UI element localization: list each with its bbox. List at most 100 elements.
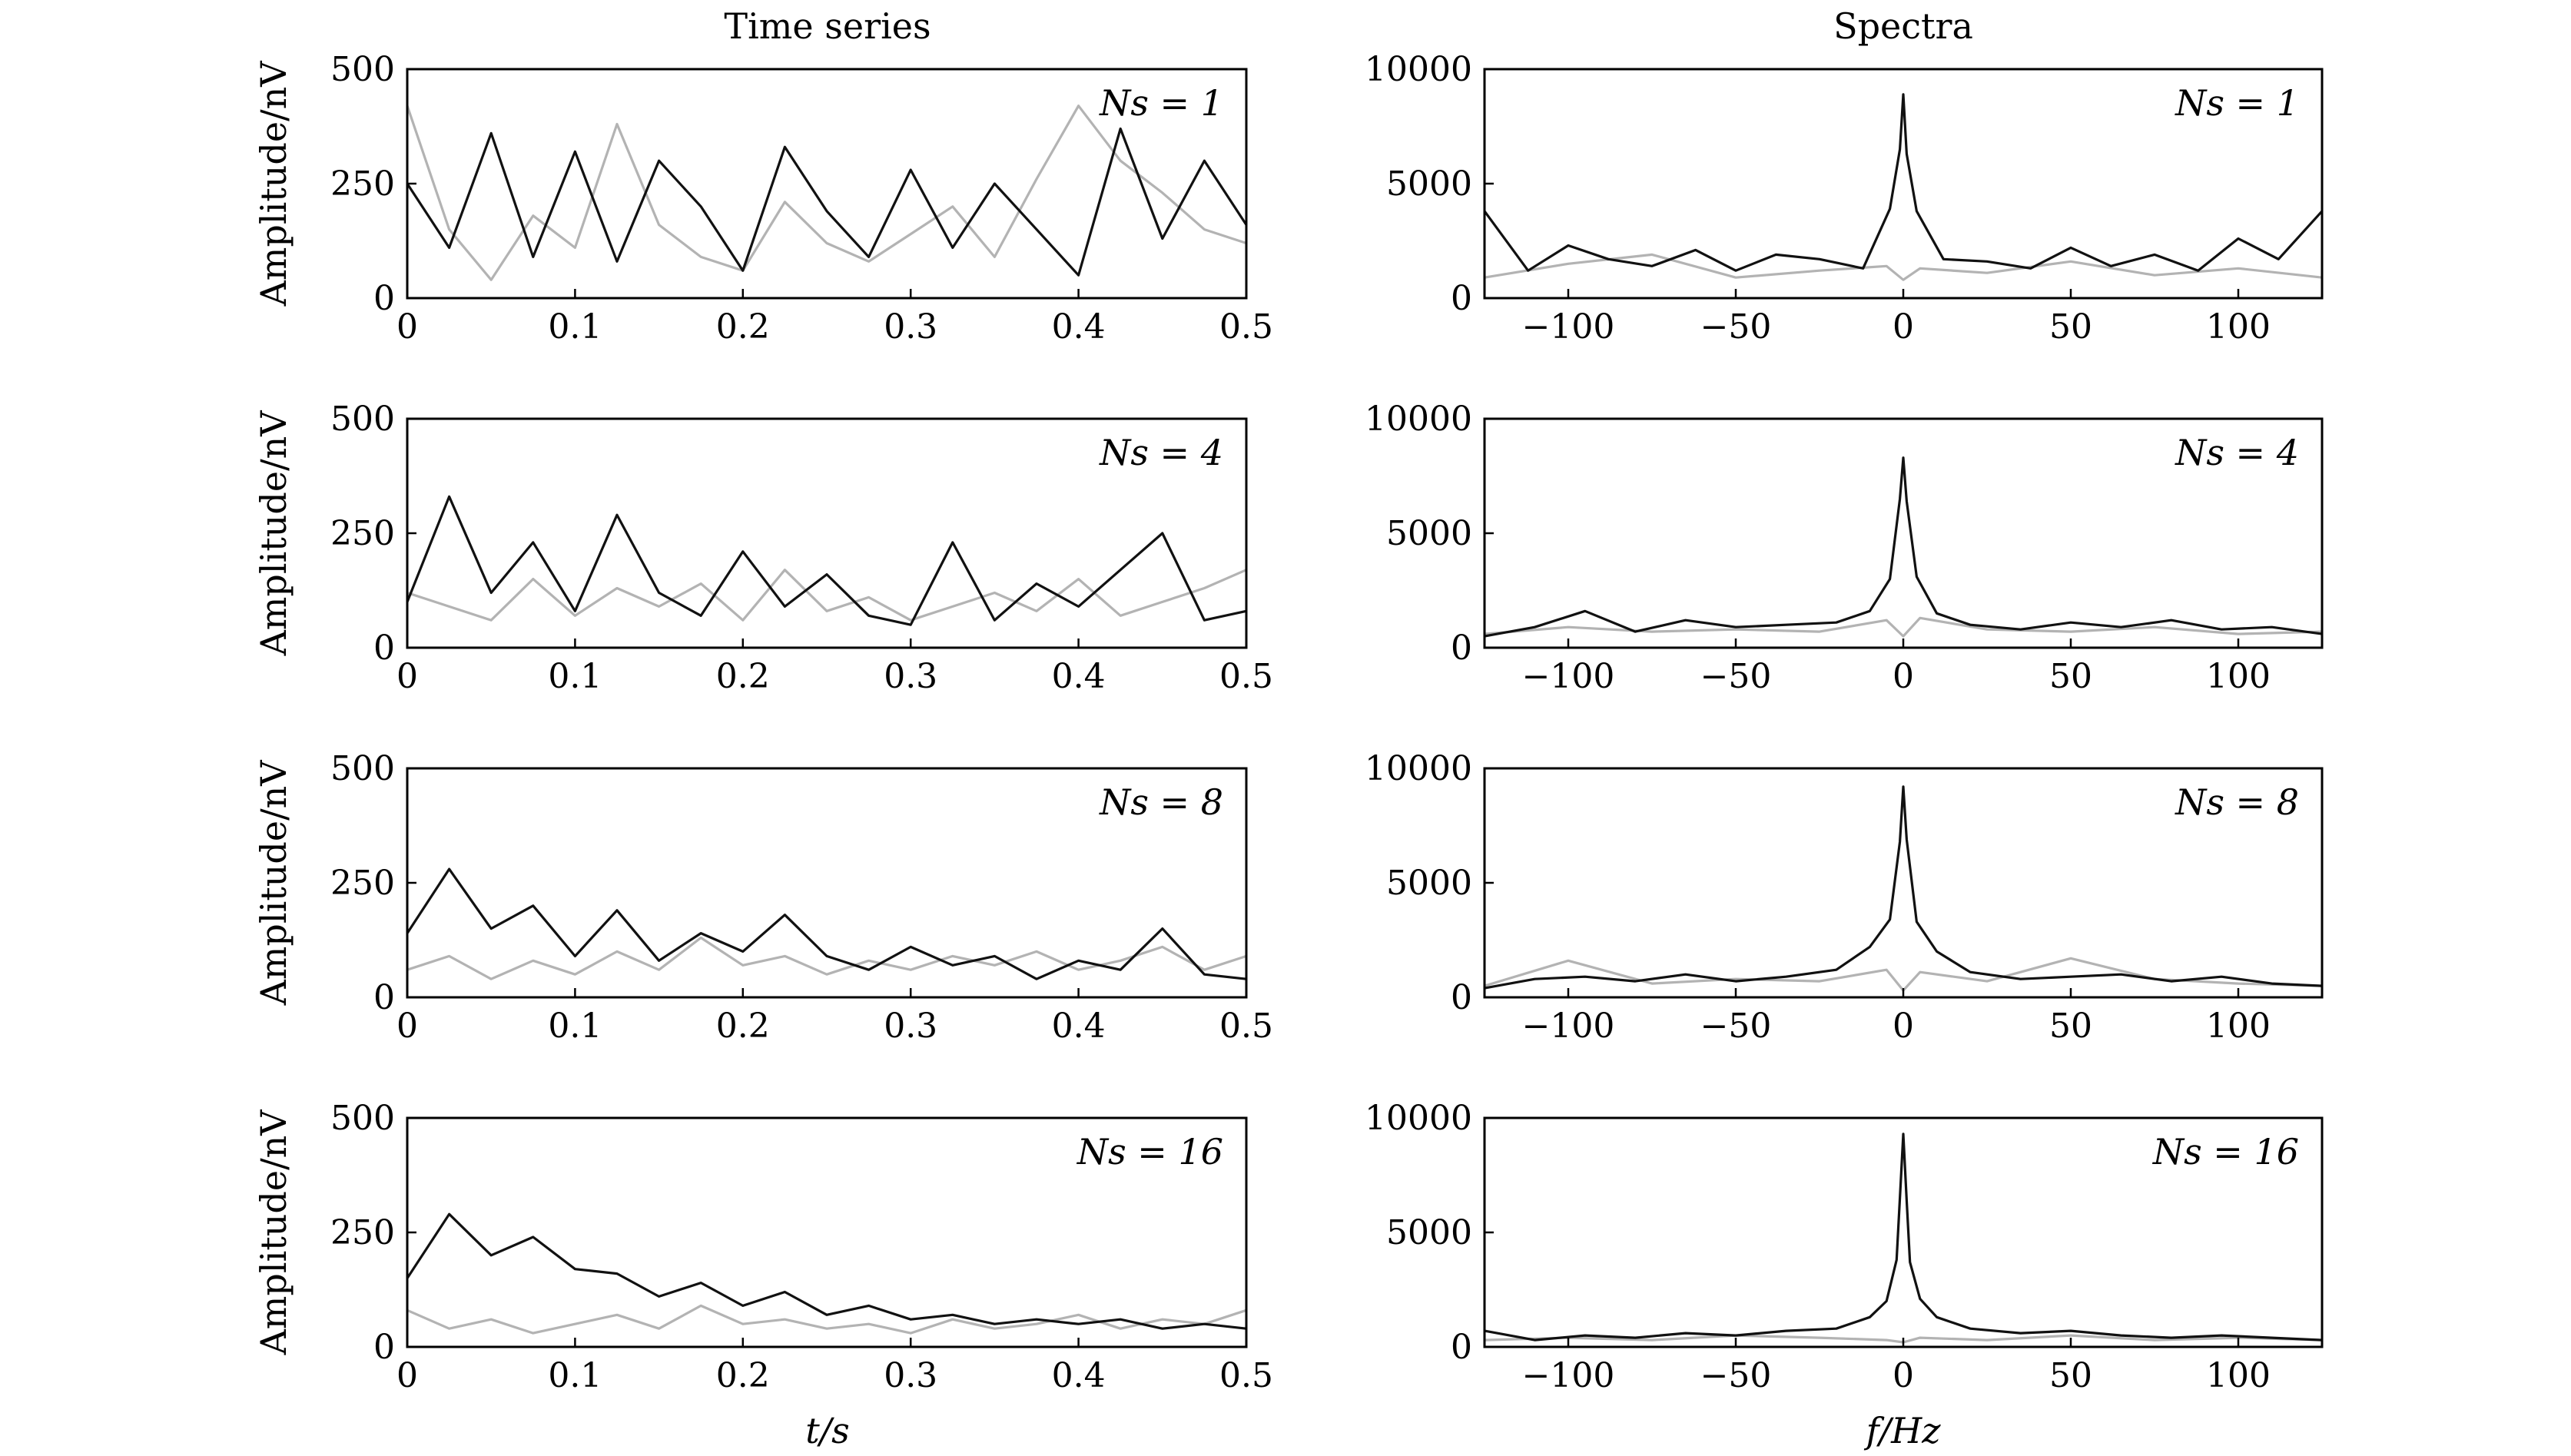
y-axis-label: Amplitude/nV [253,61,294,307]
y-tick-label: 500 [330,1099,395,1138]
time-xlabel: t/s [805,1410,850,1451]
x-tick-label: −50 [1700,1356,1772,1395]
panel-time-ns16: 0 0.1 0.2 0.3 0.4 0.5 0 250 500 Amplitude/nV Ns = … [253,1099,1273,1395]
x-tick-label: −50 [1700,657,1772,696]
y-tick-label: 5000 [1386,164,1472,204]
y-tick-label: 500 [330,50,395,89]
series-line-0 [406,1304,1247,1335]
panel-time-ns1: 0 0.1 0.2 0.3 0.4 0.5 0 250 500 Amplitude/nV Ns = … [253,50,1273,347]
y-tick-label: 0 [1451,629,1472,668]
series-line-0 [406,104,1247,281]
x-tick-label: 0 [396,307,418,347]
x-tick-label: −100 [1522,1356,1615,1395]
panel-label: Ns = 1 [1099,82,1223,124]
series-line-1 [1483,93,2324,272]
y-tick-label: 0 [373,1328,395,1367]
x-tick-label: 0 [1893,1007,1914,1046]
column-title-spectra: Spectra [1833,5,1973,47]
series-line-1 [406,495,1247,626]
x-tick-label: 0.1 [548,1007,602,1046]
x-tick-label: 0.2 [716,657,770,696]
panel-label: Ns = 4 [2175,432,2299,473]
panel-label: Ns = 8 [1099,781,1223,823]
x-tick-label: 0.3 [884,1007,937,1046]
x-tick-label: 100 [2206,307,2271,347]
y-tick-label: 0 [373,279,395,318]
x-tick-label: 0.4 [1052,1007,1106,1046]
panel-label: Ns = 16 [1077,1131,1223,1172]
y-tick-label: 0 [1451,279,1472,318]
x-tick-label: 50 [2049,657,2092,696]
column-title-time: Time series [724,5,931,47]
panel-label: Ns = 16 [2152,1131,2299,1172]
y-tick-label: 0 [373,978,395,1017]
x-tick-label: 0.5 [1219,1007,1273,1046]
x-tick-label: −100 [1522,1007,1615,1046]
series-line-1 [1484,1133,2323,1342]
series-line-1 [406,1212,1247,1330]
series-line-0 [406,569,1247,622]
y-tick-label: 0 [1451,978,1472,1017]
x-tick-label: 0.2 [716,1007,770,1046]
y-tick-label: 500 [330,749,395,788]
panel-label: Ns = 1 [2175,82,2299,124]
y-tick-label: 250 [330,514,395,553]
x-tick-label: 0.1 [548,1356,602,1395]
series-line-0 [1484,253,2323,281]
x-tick-label: 0.5 [1219,1356,1273,1395]
y-tick-label: 5000 [1386,1213,1472,1252]
x-tick-label: 0.5 [1219,657,1273,696]
x-tick-label: −50 [1700,307,1772,347]
x-tick-label: 0 [1893,1356,1914,1395]
y-tick-label: 500 [330,400,395,439]
y-axis-label: Amplitude/nV [253,410,294,657]
series-line-1 [1484,785,2323,990]
series-line-1 [406,867,1247,980]
x-tick-label: 100 [2206,1356,2271,1395]
y-tick-label: 5000 [1386,514,1472,553]
series-line-1 [1484,456,2323,638]
series-line-1 [406,127,1248,277]
y-tick-label: 10000 [1365,400,1472,439]
y-tick-label: 5000 [1386,864,1472,903]
panel-time-ns8: 0 0.1 0.2 0.3 0.4 0.5 0 250 500 Amplitude/nV Ns = … [253,749,1273,1046]
panel-spectrum-ns4: −100 −50 0 50 100 0 5000 10000 Ns = 4 [1365,400,2324,696]
x-tick-label: 50 [2049,307,2092,347]
y-tick-label: 250 [330,1213,395,1252]
x-tick-label: 0.2 [716,1356,770,1395]
y-tick-label: 0 [373,629,395,668]
x-tick-label: −50 [1700,1007,1772,1046]
x-tick-label: 100 [2206,657,2271,696]
x-tick-label: 0.1 [548,307,602,347]
x-tick-label: 0.3 [884,657,937,696]
series-line-0 [406,936,1247,980]
series-line-0 [1484,616,2323,638]
x-tick-label: 50 [2049,1007,2092,1046]
y-tick-label: 10000 [1365,1099,1472,1138]
x-tick-label: 0 [1893,307,1914,347]
y-tick-label: 0 [1451,1328,1472,1367]
x-tick-label: 0.5 [1219,307,1273,347]
x-tick-label: 0.2 [716,307,770,347]
y-tick-label: 250 [330,164,395,204]
panel-label: Ns = 4 [1099,432,1223,473]
x-tick-label: −100 [1522,657,1615,696]
panel-time-ns4: 0 0.1 0.2 0.3 0.4 0.5 0 250 500 Amplitude/nV Ns = … [253,400,1273,696]
y-axis-label: Amplitude/nV [253,1109,294,1356]
panel-spectrum-ns8: −100 −50 0 50 100 0 5000 10000 Ns = 8 [1365,749,2324,1046]
x-tick-label: 0 [1893,657,1914,696]
y-tick-label: 10000 [1365,749,1472,788]
x-tick-label: 0.4 [1052,657,1106,696]
y-tick-label: 250 [330,864,395,903]
y-tick-label: 10000 [1365,50,1472,89]
x-tick-label: 0 [396,1356,418,1395]
y-axis-label: Amplitude/nV [253,760,294,1007]
series-line-0 [1484,957,2323,992]
spectra-xlabel: f/Hz [1864,1410,1942,1451]
panel-label: Ns = 8 [2175,781,2299,823]
x-tick-label: −100 [1522,307,1615,347]
x-tick-label: 0 [396,1007,418,1046]
panel-spectrum-ns1: −100 −50 0 50 100 0 5000 10000 Ns = 1 [1365,50,2324,347]
